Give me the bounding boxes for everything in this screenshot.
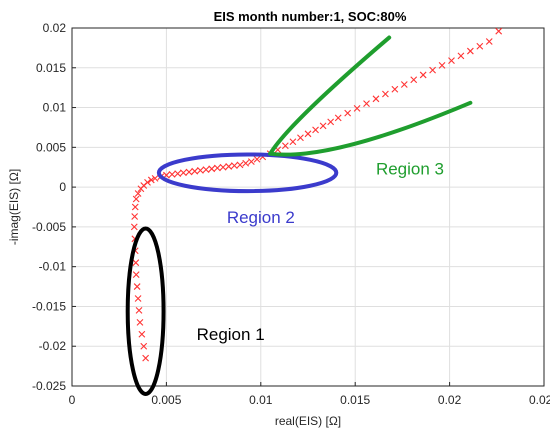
data-point (133, 283, 141, 290)
x-tick-label: 0 (69, 393, 76, 407)
data-point (372, 95, 380, 103)
y-tick-label: 0.01 (43, 101, 67, 115)
data-point (130, 223, 138, 231)
region-outline-lower (268, 100, 473, 157)
x-tick-label: 0.02 (438, 393, 462, 407)
data-point (132, 195, 140, 203)
x-tick-label: 0.005 (151, 393, 181, 407)
data-point (382, 90, 389, 98)
y-tick-label: 0 (59, 180, 66, 194)
data-point (457, 52, 465, 60)
data-point (180, 169, 187, 177)
y-tick-label: -0.02 (39, 339, 67, 353)
data-point (410, 76, 418, 84)
data-point (334, 114, 342, 122)
data-point (236, 161, 244, 169)
y-axis-label: -imag(EIS) [Ω] (7, 169, 21, 245)
data-point (202, 166, 210, 173)
data-point (135, 307, 143, 314)
data-point (448, 57, 455, 65)
data-point (476, 42, 484, 50)
data-point (147, 176, 155, 184)
data-point (144, 178, 151, 186)
data-point (196, 167, 204, 174)
y-tick-label: 0.015 (36, 61, 66, 75)
data-point (353, 104, 361, 112)
data-point (400, 81, 408, 88)
data-point (230, 162, 238, 170)
data-point (485, 38, 493, 45)
data-point (429, 66, 436, 74)
ticks: 0 0.005 0.01 0.015 0.02 0.025 -0.025 -0.02 -0.01… (32, 21, 550, 407)
region-label: Region 3 (376, 159, 444, 178)
data-point (174, 170, 182, 177)
data-point (466, 47, 474, 55)
data-point (289, 138, 297, 146)
data-point (132, 259, 140, 267)
x-axis-label: real(EIS) [Ω] (275, 414, 341, 428)
region-label: Region 2 (227, 208, 295, 227)
region-outline (125, 226, 166, 396)
data-point (191, 167, 199, 175)
data-point (131, 213, 139, 220)
y-tick-label: -0.015 (32, 299, 66, 313)
data-point (319, 122, 327, 130)
grid (71, 27, 545, 387)
data-point (138, 330, 146, 338)
data-point (391, 85, 399, 93)
data-point (168, 170, 176, 178)
data-point (213, 164, 221, 172)
data-markers (130, 27, 503, 362)
data-point (247, 158, 255, 166)
data-point (132, 271, 140, 279)
region-outline (156, 152, 339, 194)
plot-frame (71, 27, 545, 387)
data-point (208, 165, 216, 173)
y-tick-label: -0.025 (32, 379, 66, 393)
data-point (304, 130, 312, 138)
data-point (419, 71, 427, 79)
data-point (219, 163, 227, 171)
data-point (136, 318, 144, 326)
data-point (344, 109, 352, 117)
data-point (225, 163, 233, 170)
data-point (281, 142, 289, 150)
data-point (297, 134, 304, 142)
data-point (312, 126, 319, 134)
y-tick-label: 0.02 (43, 21, 67, 35)
data-point (140, 342, 148, 350)
x-tick-label: 0.01 (249, 393, 273, 407)
data-point (253, 155, 261, 163)
data-point (242, 159, 250, 167)
region-outline-upper (268, 35, 392, 156)
chart-title: EIS month number:1, SOC:80% (214, 9, 407, 24)
data-point (185, 168, 193, 176)
data-point (151, 174, 159, 182)
data-point (327, 118, 335, 126)
y-tick-label: -0.01 (39, 260, 67, 274)
region-annotations: Region 1 Region 2 Region 3 (125, 35, 473, 396)
data-point (142, 354, 150, 362)
x-tick-label: 0.025 (529, 393, 550, 407)
data-point (363, 100, 370, 107)
region-label: Region 1 (197, 325, 265, 344)
data-point (438, 62, 446, 69)
y-tick-label: -0.005 (32, 220, 66, 234)
data-point (131, 203, 139, 211)
data-point (134, 190, 142, 197)
data-point (134, 295, 142, 302)
data-point (495, 27, 503, 35)
y-tick-label: 0.005 (36, 140, 66, 154)
x-tick-label: 0.015 (340, 393, 370, 407)
